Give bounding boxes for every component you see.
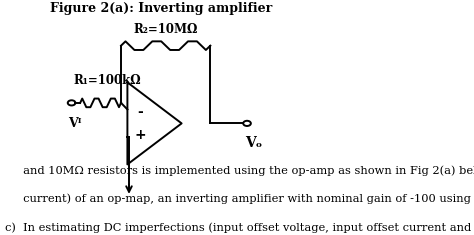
Text: Figure 2(a): Inverting amplifier: Figure 2(a): Inverting amplifier	[50, 2, 272, 16]
Text: Vₒ: Vₒ	[246, 136, 263, 150]
Text: R₁=100kΩ: R₁=100kΩ	[73, 74, 141, 87]
Text: +: +	[134, 128, 146, 142]
Text: current) of an op-map, an inverting amplifier with nominal gain of -100 using  1: current) of an op-map, an inverting ampl…	[5, 194, 474, 204]
Text: R₂=10MΩ: R₂=10MΩ	[134, 23, 198, 36]
Text: -: -	[137, 105, 143, 119]
Text: Vᴵ: Vᴵ	[68, 117, 82, 130]
Text: c)  In estimating DC imperfections (input offset voltage, input offset current a: c) In estimating DC imperfections (input…	[5, 223, 474, 233]
Text: and 10MΩ resistors is implemented using the op-amp as shown in Fig 2(a) below.: and 10MΩ resistors is implemented using …	[5, 165, 474, 176]
